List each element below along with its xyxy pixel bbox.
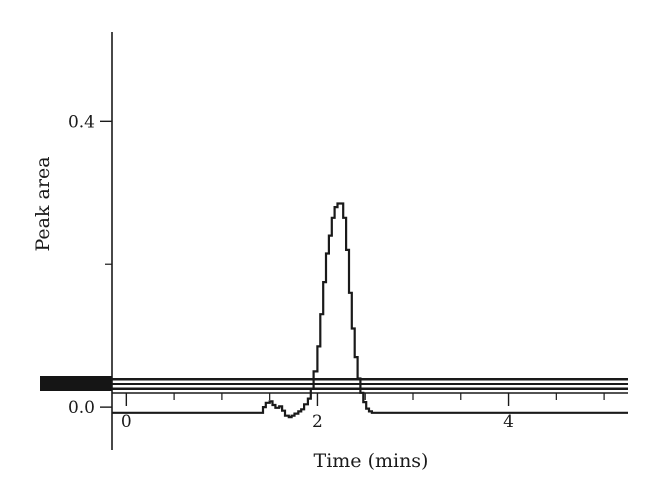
baseline-band-stripe-top <box>112 378 628 381</box>
series-line <box>112 202 628 419</box>
x-axis-title: Time (mins) <box>314 450 429 472</box>
x-axis-ticks: 0 2 4 <box>121 393 605 432</box>
baseline-band-block <box>40 376 112 391</box>
y-axis-ticks: 0.0 0.4 <box>68 112 112 418</box>
y-axis-title: Peak area <box>32 156 54 251</box>
baseline-band-stripe-bottom <box>112 387 628 390</box>
x-tick-label: 4 <box>503 412 514 432</box>
baseline-band <box>40 376 628 391</box>
series-layer <box>112 202 628 419</box>
baseline-band-stripe-mid <box>112 383 628 385</box>
y-tick-label: 0.0 <box>68 398 95 418</box>
x-tick-label: 2 <box>312 412 323 432</box>
y-tick-label: 0.4 <box>68 112 95 132</box>
x-tick-label: 0 <box>121 412 132 432</box>
